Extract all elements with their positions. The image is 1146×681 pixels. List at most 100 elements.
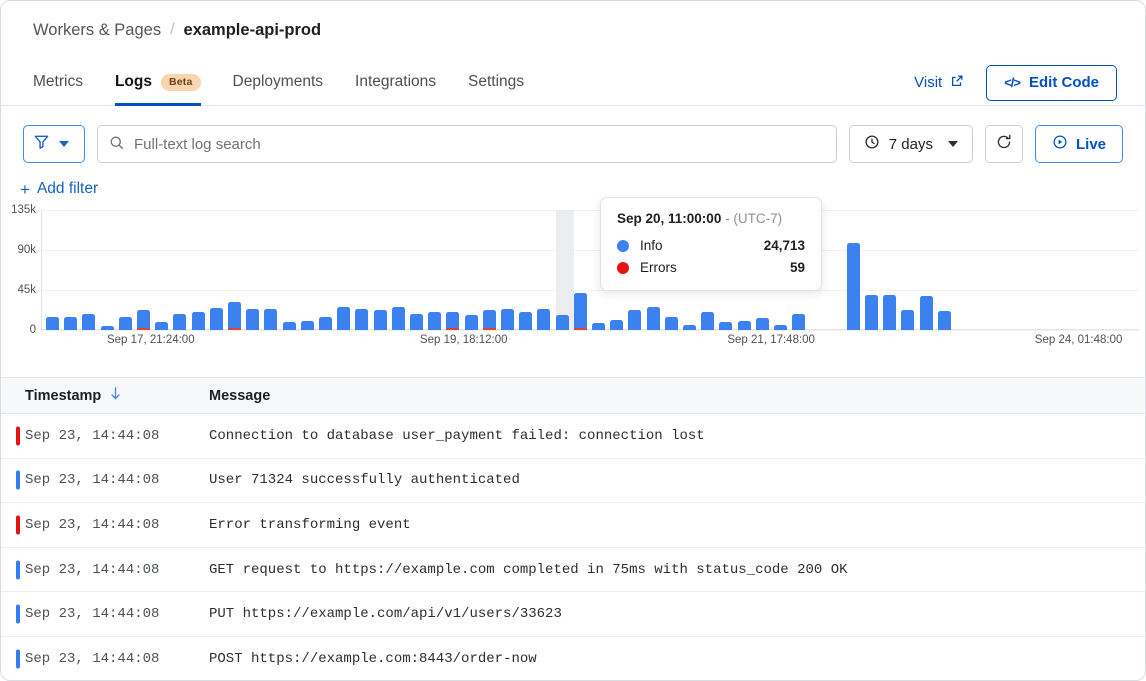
chart-bar-error-segment[interactable]	[573, 327, 587, 330]
table-row[interactable]: Sep 23, 14:44:08 User 71324 successfully …	[1, 459, 1145, 504]
chart-bar[interactable]	[155, 321, 169, 330]
chart-bar[interactable]	[264, 309, 278, 330]
chart-bar-error-segment[interactable]	[482, 327, 496, 330]
tab-integrations[interactable]: Integrations	[355, 59, 436, 106]
search-input[interactable]	[97, 125, 837, 163]
chart-plot-area[interactable]	[41, 209, 1139, 331]
chart-bar[interactable]	[246, 308, 260, 330]
tab-metrics[interactable]: Metrics	[33, 59, 83, 106]
table-row[interactable]: Sep 23, 14:44:08 Connection to database u…	[1, 414, 1145, 459]
tab-settings[interactable]: Settings	[468, 59, 524, 106]
chart-gridline	[42, 329, 1139, 331]
tooltip-timezone: - (UTC-7)	[725, 211, 783, 226]
chart-bar[interactable]	[610, 320, 624, 330]
chart-bar-error-segment[interactable]	[137, 327, 150, 330]
cell-message: Error transforming event	[209, 516, 411, 533]
chart-bar[interactable]	[901, 309, 915, 330]
funnel-icon	[33, 133, 50, 155]
cell-message: GET request to https://example.com compl…	[209, 561, 848, 578]
chart-bar[interactable]	[883, 294, 897, 330]
chart-y-axis: 0 45k 90k 135k	[1, 204, 39, 336]
refresh-button[interactable]	[984, 125, 1023, 163]
chart-bar[interactable]	[46, 317, 59, 330]
chart-bar[interactable]	[482, 310, 496, 330]
info-color-dot	[617, 239, 629, 252]
breadcrumb-root[interactable]: Workers & Pages	[33, 20, 162, 39]
chart-bar[interactable]	[410, 313, 423, 330]
chart-bar[interactable]	[519, 312, 533, 330]
chart-bar[interactable]	[391, 306, 405, 330]
chart-bar[interactable]	[701, 312, 715, 330]
visit-link[interactable]: Visit	[914, 74, 964, 92]
table-header: Timestamp Message	[1, 377, 1145, 414]
chart-bar[interactable]	[300, 320, 314, 330]
tooltip-row-info: Info 24,713	[617, 238, 805, 253]
chart-bar[interactable]	[446, 311, 460, 330]
column-header-message[interactable]: Message	[209, 388, 1145, 404]
chart-bar[interactable]	[628, 309, 642, 330]
tab-label: Settings	[468, 73, 525, 90]
chart-bar[interactable]	[664, 316, 678, 330]
chart-bar[interactable]	[755, 318, 769, 330]
chart-bar[interactable]	[173, 314, 187, 330]
table-row[interactable]: Sep 23, 14:44:08 PUT https://example.com/…	[1, 592, 1145, 637]
chart-bar[interactable]	[846, 243, 860, 330]
add-filter-button[interactable]: + Add filter	[20, 180, 98, 198]
chart-bar[interactable]	[319, 316, 332, 330]
cell-message: User 71324 successfully authenticated	[209, 472, 520, 489]
table-row[interactable]: Sep 23, 14:44:08 Error transforming event	[1, 503, 1145, 548]
table-row[interactable]: Sep 23, 14:44:08 GET request to https://e…	[1, 548, 1145, 593]
plus-icon: +	[20, 179, 30, 199]
filter-button[interactable]	[23, 125, 85, 163]
chart-bar[interactable]	[737, 320, 751, 330]
chart-bar[interactable]	[64, 316, 78, 330]
breadcrumb: Workers & Pages / example-api-prod	[1, 1, 1145, 59]
chart-bar[interactable]	[537, 308, 551, 330]
chart-bar[interactable]	[100, 326, 114, 330]
chart-bar[interactable]	[428, 312, 442, 330]
chart-bar[interactable]	[337, 307, 351, 330]
external-link-icon	[950, 74, 964, 92]
visit-label: Visit	[914, 74, 943, 91]
chart-bar[interactable]	[82, 313, 96, 330]
sort-arrow-down-icon	[109, 386, 122, 405]
live-button[interactable]: Live	[1034, 125, 1123, 163]
chart-bar[interactable]	[937, 310, 951, 330]
tab-deployments[interactable]: Deployments	[233, 59, 323, 106]
chart-gridline	[42, 289, 1139, 291]
chart-bar[interactable]	[573, 292, 587, 330]
edit-code-button[interactable]: </> Edit Code	[986, 64, 1117, 101]
chart-bar[interactable]	[464, 314, 478, 330]
chart-bar[interactable]	[137, 310, 150, 330]
chart-bar[interactable]	[646, 307, 660, 330]
tooltip-series-value: 59	[789, 260, 805, 275]
breadcrumb-separator: /	[170, 21, 175, 38]
chart-bar[interactable]	[228, 301, 241, 330]
chart-bar[interactable]	[209, 308, 223, 330]
chart-bar[interactable]	[555, 314, 569, 330]
chart-bar[interactable]	[592, 322, 605, 330]
table-row[interactable]: Sep 23, 14:44:08 POST https://example.com…	[1, 637, 1145, 680]
chart-bar-error-segment[interactable]	[446, 327, 460, 330]
chart-bar[interactable]	[191, 311, 205, 330]
cell-timestamp: Sep 23, 14:44:08	[25, 650, 160, 667]
chart-bar[interactable]	[501, 309, 514, 330]
chart-bar[interactable]	[282, 321, 296, 330]
chart-bar[interactable]	[865, 294, 878, 330]
chart-bar[interactable]	[355, 309, 369, 330]
time-range-selector[interactable]: 7 days	[848, 125, 973, 163]
chart-hover-band	[555, 209, 574, 330]
chart-x-tick-label: Sep 24, 01:48:00	[1034, 333, 1123, 346]
chart-bar[interactable]	[919, 295, 933, 330]
chart-bar[interactable]	[774, 325, 787, 330]
chart-bar[interactable]	[683, 325, 696, 330]
chart-bar[interactable]	[719, 321, 733, 330]
column-header-timestamp[interactable]: Timestamp	[1, 386, 209, 405]
chart-bar-error-segment[interactable]	[228, 327, 241, 330]
chart-bar[interactable]	[118, 316, 132, 330]
chart-bar[interactable]	[792, 313, 806, 330]
tab-logs[interactable]: Logs Beta	[114, 59, 201, 106]
chart-bar[interactable]	[373, 310, 387, 330]
chevron-down-icon	[947, 141, 958, 147]
cell-timestamp: Sep 23, 14:44:08	[25, 606, 160, 623]
